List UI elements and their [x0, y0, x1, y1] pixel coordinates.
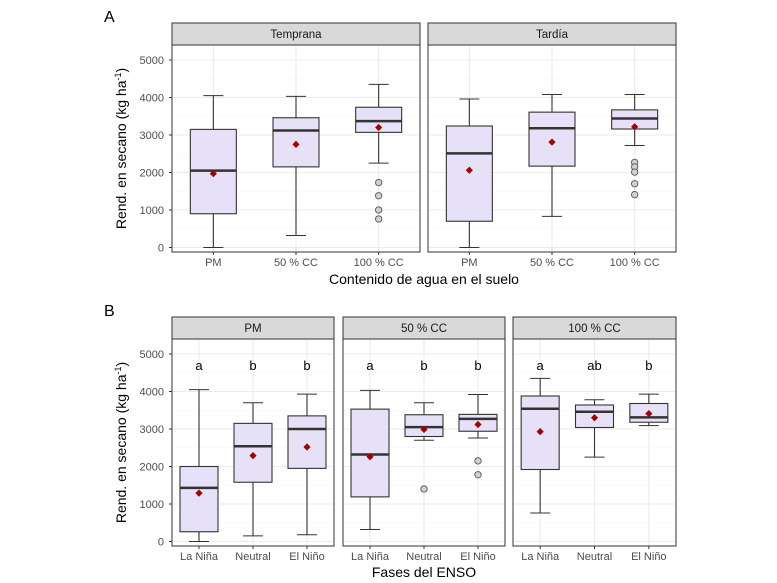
y-axis-title: Rend. en secano (kg ha-1) — [113, 68, 129, 229]
y-tick-label: 5000 — [140, 55, 164, 67]
y-tick-label: 4000 — [140, 93, 164, 105]
y-tick-label: 2000 — [140, 462, 164, 474]
x-tick-label: 50 % CC — [274, 257, 318, 269]
y-tick-label: 0 — [158, 537, 164, 549]
boxplot: b — [287, 358, 327, 536]
x-tick-label: 100 % CC — [354, 257, 404, 269]
mean-marker — [420, 425, 428, 433]
mean-marker — [548, 138, 556, 146]
boxplot — [272, 95, 320, 237]
facet-panel: PM a La Niña b Neutral b El Niño — [171, 316, 335, 563]
box-iqr — [350, 408, 390, 498]
facet-panel: 100 % CC a La Niña ab Neutral b El Niño — [512, 316, 677, 563]
facet-title: 50 % CC — [401, 323, 447, 335]
significance-letter: b — [420, 358, 427, 373]
panel-b-label: B — [104, 303, 115, 320]
facet-title: Tardía — [536, 29, 569, 41]
significance-letter: a — [366, 358, 374, 373]
significance-letter: b — [249, 358, 256, 373]
significance-letter: ab — [587, 358, 601, 373]
x-tick-label: 100 % CC — [610, 257, 660, 269]
outlier-point — [375, 206, 383, 214]
significance-letter: b — [645, 358, 652, 373]
outlier-point — [375, 192, 383, 200]
mean-marker — [366, 453, 374, 461]
mean-marker — [631, 123, 639, 131]
outlier-point — [631, 190, 639, 199]
facet-panel: Temprana PM 50 % CC 100 % CC — [171, 22, 421, 269]
x-tick-label: El Niño — [289, 551, 324, 563]
mean-marker — [645, 410, 653, 418]
boxplot: a — [520, 358, 560, 514]
boxplot — [611, 93, 659, 199]
outlier-point — [375, 178, 383, 187]
y-tick-label: 3000 — [140, 424, 164, 436]
box-iqr — [287, 415, 327, 469]
boxplot: ab — [574, 358, 615, 458]
y-axis-title: Rend. en secano (kg ha-1) — [113, 362, 129, 523]
x-axis-title: Fases del ENSO — [372, 564, 476, 580]
outlier-point — [631, 180, 639, 188]
boxplot: a — [179, 358, 219, 543]
y-tick-label: 5000 — [140, 349, 164, 361]
boxplot: b — [458, 358, 498, 479]
facet-title: Temprana — [270, 29, 322, 41]
mean-marker — [536, 428, 544, 436]
boxplot: b — [404, 358, 444, 493]
outlier-point — [631, 168, 639, 176]
x-tick-label: La Niña — [521, 551, 560, 563]
x-tick-label: PM — [461, 257, 478, 269]
boxplot — [528, 93, 576, 217]
box-iqr — [404, 414, 444, 438]
x-tick-label: La Niña — [180, 551, 219, 563]
mean-marker — [474, 420, 482, 429]
x-tick-label: Neutral — [235, 551, 270, 563]
facet-title: 100 % CC — [568, 323, 620, 335]
boxplot: b — [233, 358, 273, 537]
significance-letter: b — [474, 358, 481, 373]
facet-title: PM — [244, 323, 261, 335]
boxplot: a — [350, 358, 390, 531]
mean-marker — [195, 489, 203, 497]
x-tick-label: PM — [205, 257, 222, 269]
y-tick-label: 2000 — [140, 168, 164, 180]
y-tick-label: 4000 — [140, 387, 164, 399]
y-tick-label: 1000 — [140, 499, 164, 511]
panel-a-label: A — [104, 9, 115, 26]
x-tick-label: La Niña — [351, 551, 390, 563]
mean-marker — [209, 170, 217, 178]
box-iqr — [179, 465, 219, 533]
significance-letter: b — [303, 358, 310, 373]
boxplot: b — [629, 358, 669, 427]
y-tick-label: 1000 — [140, 205, 164, 217]
x-tick-label: Neutral — [577, 551, 612, 563]
mean-marker — [590, 414, 599, 422]
boxplot — [189, 95, 237, 249]
mean-marker — [292, 140, 300, 148]
facet-panel: 50 % CC a La Niña b Neutral b El Niño — [342, 316, 506, 563]
mean-marker — [249, 452, 257, 460]
outlier-point — [420, 485, 428, 493]
y-tick-label: 3000 — [140, 130, 164, 142]
mean-marker — [465, 166, 473, 174]
facet-panel: Tardía PM 50 % CC 100 % CC — [427, 22, 677, 269]
x-axis-title: Contenido de agua en el suelo — [329, 271, 519, 287]
boxplot — [355, 83, 403, 223]
outlier-point — [474, 471, 482, 479]
boxplot — [445, 98, 493, 249]
outlier-point — [474, 457, 482, 465]
mean-marker — [375, 123, 383, 132]
outlier-point — [375, 215, 383, 223]
x-tick-label: El Niño — [460, 551, 495, 563]
x-tick-label: Neutral — [406, 551, 441, 563]
significance-letter: a — [537, 358, 545, 373]
chart-a: 0 1000 2000 3000 4000 5000 Rend. en secano (kg… — [113, 22, 677, 287]
y-tick-label: 0 — [158, 243, 164, 255]
significance-letter: a — [195, 358, 203, 373]
chart-b: 0 1000 2000 3000 4000 5000 Rend. en secano (kg… — [113, 316, 677, 580]
x-tick-label: 50 % CC — [530, 257, 574, 269]
x-tick-label: El Niño — [631, 551, 666, 563]
mean-marker — [303, 443, 311, 451]
